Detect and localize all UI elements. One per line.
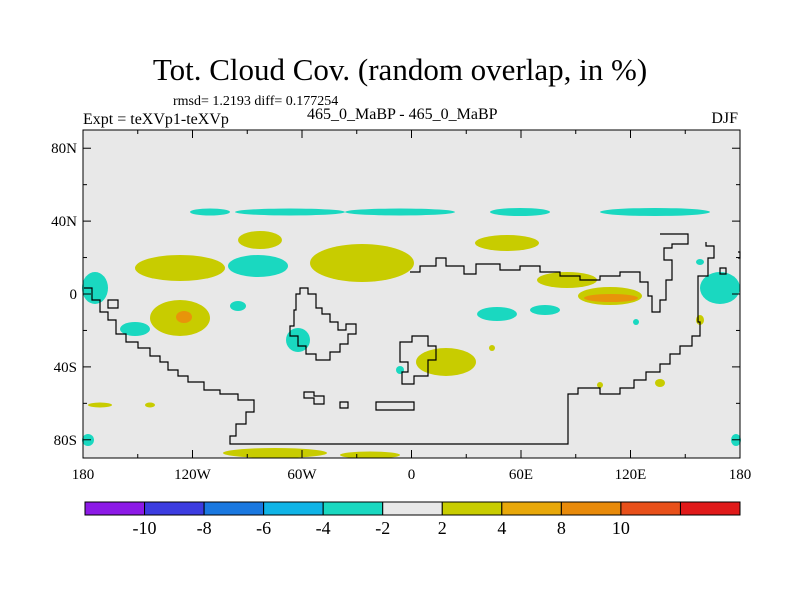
anomaly-positive bbox=[416, 348, 476, 376]
colorbar-label: 4 bbox=[497, 518, 506, 538]
colorbar-label: 8 bbox=[557, 518, 566, 538]
anomaly-negative bbox=[228, 255, 288, 277]
coastline-africa bbox=[399, 335, 437, 385]
colorbar-label: 2 bbox=[438, 518, 447, 538]
experiment-label: Expt = teXVp1-teXVp bbox=[83, 111, 229, 128]
anomaly-negative bbox=[235, 208, 345, 216]
colorbar-swatch bbox=[84, 501, 146, 516]
colorbar-swatch bbox=[322, 501, 384, 516]
season-label: DJF bbox=[711, 110, 738, 127]
coastline-antarctic-island bbox=[375, 401, 415, 411]
colorbar-swatch bbox=[382, 501, 443, 516]
lon-tick-label: 180 bbox=[729, 467, 752, 483]
anomaly-positive bbox=[597, 382, 603, 388]
colorbar-swatch bbox=[560, 501, 622, 516]
colorbar-swatch bbox=[501, 501, 562, 516]
lat-tick-label: 80S bbox=[54, 433, 77, 449]
anomaly-positive bbox=[489, 345, 495, 351]
map-background bbox=[83, 130, 740, 458]
anomaly-positive bbox=[145, 402, 155, 408]
colorbar-label: -4 bbox=[316, 518, 331, 538]
lon-tick-label: 60E bbox=[509, 467, 533, 483]
colorbar-swatch bbox=[203, 501, 265, 516]
lat-tick-label: 40N bbox=[51, 214, 77, 230]
colorbar-swatch bbox=[263, 501, 324, 516]
anomaly-positive bbox=[88, 402, 112, 408]
anomaly-positive bbox=[238, 231, 282, 249]
anomaly-negative bbox=[600, 208, 710, 216]
anomaly-negative bbox=[490, 208, 550, 216]
coastline-central-america bbox=[289, 287, 357, 361]
anomaly-positive bbox=[135, 255, 225, 281]
colorbar-label: -8 bbox=[197, 518, 212, 538]
lon-tick-label: 120W bbox=[174, 467, 212, 483]
coastline-south-america bbox=[84, 242, 715, 445]
anomaly-negative bbox=[700, 272, 740, 304]
lon-tick-label: 180 bbox=[72, 467, 95, 483]
colorbar-swatch bbox=[679, 501, 741, 516]
plot-title: Tot. Cloud Cov. (random overlap, in %) bbox=[152, 52, 648, 87]
anomaly-positive bbox=[475, 235, 539, 251]
colorbar-label: -10 bbox=[133, 518, 157, 538]
anomaly-positive bbox=[223, 448, 327, 458]
anomaly-negative bbox=[396, 366, 404, 374]
anomaly-negative bbox=[190, 208, 230, 216]
lon-tick-label: 60W bbox=[287, 467, 317, 483]
stats-label: rmsd= 1.2193 diff= 0.177254 bbox=[173, 94, 339, 109]
coastline-antarctic-island bbox=[303, 391, 325, 405]
anomaly-negative bbox=[82, 272, 108, 304]
colorbar-swatch bbox=[144, 501, 205, 516]
colorbar: -10 -8 -6 -4 -2 2 4 8 10 bbox=[84, 501, 741, 538]
anomaly-negative bbox=[633, 319, 639, 325]
colorbar-swatch bbox=[620, 501, 681, 516]
anomaly-positive bbox=[340, 451, 400, 459]
anomaly-strong-positive bbox=[584, 294, 638, 302]
coastline-small-island bbox=[339, 401, 349, 409]
lat-tick-label: 40S bbox=[54, 360, 77, 376]
lat-tick-label: 80N bbox=[51, 141, 77, 157]
anomaly-negative bbox=[530, 305, 560, 315]
coastline-eurasia bbox=[410, 233, 689, 313]
anomaly-negative bbox=[230, 301, 246, 311]
colorbar-label: 10 bbox=[612, 518, 630, 538]
anomaly-negative bbox=[696, 259, 704, 265]
longitude-axis: 180 120W 60W 0 60E 120E 180 bbox=[72, 130, 752, 483]
anomaly-negative bbox=[477, 307, 517, 321]
lon-tick-label: 0 bbox=[408, 467, 416, 483]
anomaly-strong-positive bbox=[176, 311, 192, 323]
anomaly-positive bbox=[537, 272, 597, 288]
coastline-layer bbox=[84, 233, 741, 445]
anomaly-negative bbox=[120, 322, 150, 336]
anomaly-positive bbox=[364, 266, 380, 278]
anomaly-positive bbox=[310, 244, 414, 282]
colorbar-swatch bbox=[441, 501, 503, 516]
anomaly-negative bbox=[345, 208, 455, 216]
anomaly-layer bbox=[82, 208, 741, 459]
lon-tick-label: 120E bbox=[615, 467, 647, 483]
coastline-small-island bbox=[107, 299, 119, 309]
anomaly-positive bbox=[655, 379, 665, 387]
colorbar-label: -2 bbox=[375, 518, 390, 538]
latitude-axis: 80N 40N 0 40S 80S bbox=[51, 141, 740, 449]
period-label: 465_0_MaBP - 465_0_MaBP bbox=[307, 106, 498, 123]
coastline-small-island bbox=[719, 267, 727, 275]
lat-tick-label: 0 bbox=[70, 287, 78, 303]
colorbar-label: -6 bbox=[256, 518, 271, 538]
